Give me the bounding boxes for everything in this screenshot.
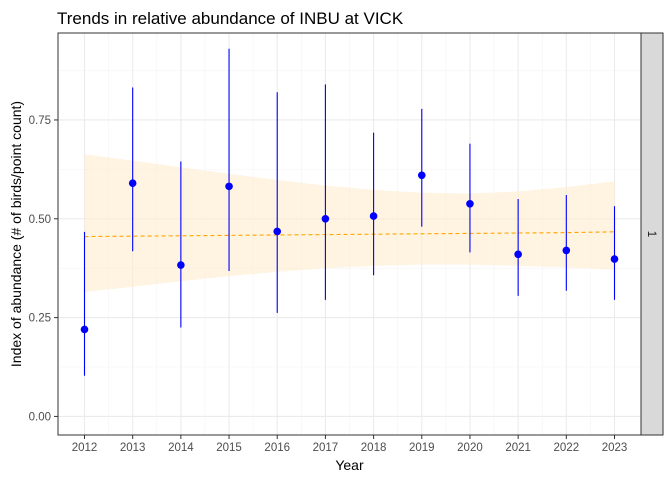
x-tick-label: 2021 — [505, 442, 531, 454]
y-axis-title: Index of abundance (# of birds/point cou… — [8, 101, 24, 367]
x-tick-label: 2015 — [216, 442, 242, 454]
x-tick-label: 2022 — [554, 442, 580, 454]
x-tick-label: 2016 — [264, 442, 290, 454]
data-point — [225, 182, 233, 191]
x-axis-ticks: 2012 2013 2014 2015 2016 2017 2018 2019 2020 2021… — [72, 435, 628, 454]
data-point — [610, 255, 619, 263]
x-tick-label: 2019 — [409, 442, 435, 454]
data-point — [417, 171, 426, 180]
y-axis-ticks: 0.00 0.25 0.50 0.75 — [29, 115, 58, 423]
data-point — [128, 179, 137, 188]
x-axis-title: Year — [335, 457, 364, 473]
x-tick-label: 2013 — [120, 442, 146, 454]
facet-strip — [640, 32, 664, 436]
trend-line — [84, 231, 615, 238]
data-point — [562, 246, 571, 255]
y-tick-label: 0.75 — [29, 115, 51, 127]
x-tick-label: 2018 — [361, 442, 387, 454]
error-bars — [83, 48, 616, 376]
data-point — [80, 325, 89, 334]
chart-title: Trends in relative abundance of INBU at … — [57, 9, 404, 28]
data-point — [514, 250, 522, 259]
y-tick-label: 0.25 — [29, 313, 51, 325]
data-point — [466, 199, 474, 208]
x-tick-label: 2020 — [457, 442, 483, 454]
y-tick-label: 0.50 — [29, 214, 51, 226]
data-point — [273, 227, 282, 236]
confidence-band — [84, 154, 615, 292]
facet-strip-label: 1 — [645, 231, 657, 237]
data-point — [369, 212, 378, 220]
x-tick-label: 2012 — [72, 442, 98, 454]
confidence-band-area — [84, 154, 615, 292]
x-tick-label: 2023 — [602, 442, 628, 454]
y-tick-label: 0.00 — [29, 411, 51, 423]
x-tick-label: 2014 — [168, 442, 194, 454]
data-points — [80, 171, 619, 334]
trend-line-layer — [84, 231, 615, 238]
x-tick-label: 2017 — [313, 442, 339, 454]
data-point — [177, 261, 185, 269]
data-point — [321, 214, 330, 223]
